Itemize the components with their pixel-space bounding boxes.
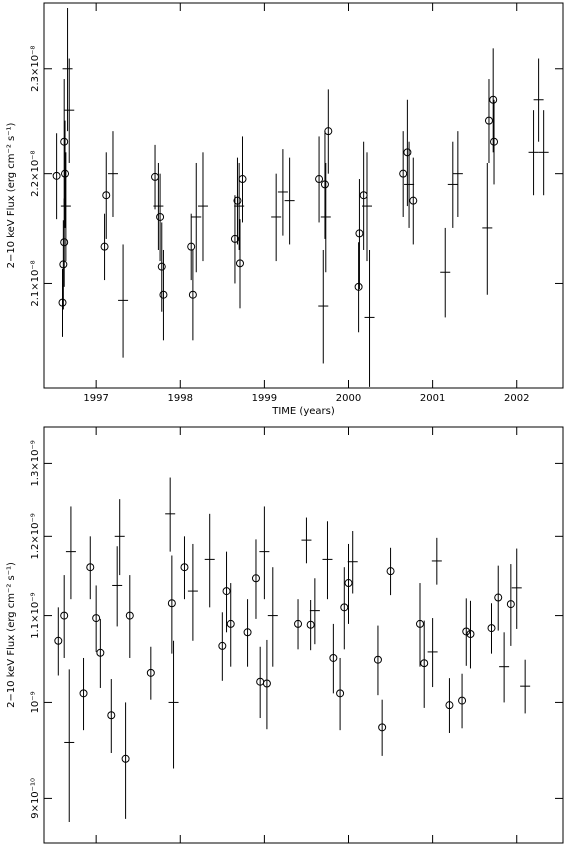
data-point	[102, 191, 111, 200]
data-point	[222, 587, 231, 596]
data-point	[159, 290, 168, 299]
data-point	[52, 171, 61, 180]
y-tick-label: 1.3×10⁻⁹	[30, 440, 41, 486]
data-point	[494, 593, 503, 602]
y-tick-label: 2.3×10⁻⁸	[30, 46, 41, 92]
y-tick-label: 2.2×10⁻⁸	[30, 151, 41, 197]
data-point	[121, 754, 130, 763]
data-point	[354, 282, 363, 291]
y-tick-label: 9×10⁻¹⁰	[30, 778, 41, 819]
x-tick-label: 1999	[252, 393, 277, 404]
data-point	[344, 579, 353, 588]
data-point	[54, 636, 63, 645]
data-point	[146, 668, 155, 677]
data-point	[355, 229, 364, 238]
plot-frame	[43, 426, 564, 844]
data-point	[58, 298, 67, 307]
data-point	[416, 619, 425, 628]
data-point	[490, 137, 499, 146]
data-point	[188, 290, 197, 299]
data-point	[61, 169, 70, 178]
data-point	[100, 242, 109, 251]
data-point	[156, 212, 165, 221]
data-point	[462, 627, 471, 636]
data-point	[60, 238, 69, 247]
data-point	[96, 648, 105, 657]
data-point	[489, 95, 498, 104]
data-point	[420, 659, 429, 668]
data-point	[180, 563, 189, 572]
data-point	[340, 603, 349, 612]
data-point	[315, 175, 324, 184]
data-point	[230, 234, 239, 243]
data-point	[336, 689, 345, 698]
panel: 1997 1998 1999 2000 2001 2002 2.1×10⁻⁸ 2.2×10⁻⁸…	[6, 2, 564, 417]
data-point	[324, 127, 333, 136]
data-point	[294, 619, 303, 628]
x-tick-label: 2001	[420, 393, 445, 404]
data-point	[218, 641, 227, 650]
x-tick-label: 1997	[83, 393, 108, 404]
y-tick-label: 2.1×10⁻⁸	[30, 260, 41, 306]
data-point	[59, 260, 68, 269]
data-point	[487, 624, 496, 633]
data-point	[243, 628, 252, 637]
data-point	[373, 655, 382, 664]
data-point	[399, 169, 408, 178]
data-point	[167, 599, 176, 608]
data-point	[107, 711, 116, 720]
data-point	[157, 262, 166, 271]
y-axis-label: 2−10 keV Flux (erg cm⁻² s⁻¹)	[6, 122, 17, 268]
data-point	[233, 196, 242, 205]
y-axis-label: 2−10 keV Flux (erg cm⁻² s⁻¹)	[6, 562, 17, 708]
x-tick-label: 2002	[504, 393, 529, 404]
data-point	[506, 600, 515, 609]
data-point	[187, 242, 196, 251]
data-point	[60, 137, 69, 146]
data-point	[86, 563, 95, 572]
x-tick-label: 2000	[336, 393, 361, 404]
data-point	[262, 679, 271, 688]
data-point	[306, 620, 315, 629]
panel: 1997199819992000200120029×10⁻¹⁰10⁻⁹1.1×1…	[6, 426, 564, 844]
y-tick-label: 10⁻⁹	[30, 691, 41, 713]
data-point	[329, 653, 338, 662]
x-tick-label: 1998	[168, 393, 193, 404]
data-point	[320, 180, 329, 189]
plot-frame	[43, 2, 564, 389]
y-tick-label: 1.2×10⁻⁹	[30, 513, 41, 559]
data-point	[60, 611, 69, 620]
x-axis-label: TIME (years)	[271, 406, 335, 417]
data-point	[458, 696, 467, 705]
data-point	[466, 629, 475, 638]
data-point	[125, 611, 134, 620]
y-tick-label: 1.1×10⁻⁹	[30, 592, 41, 638]
data-point	[226, 619, 235, 628]
data-point	[445, 701, 454, 710]
data-point	[403, 148, 412, 157]
data-point	[386, 567, 395, 576]
data-point	[79, 689, 88, 698]
data-point	[251, 574, 260, 583]
data-point	[92, 614, 101, 623]
data-point	[378, 723, 387, 732]
data-point	[409, 196, 418, 205]
data-point	[484, 116, 493, 125]
data-point	[235, 259, 244, 268]
